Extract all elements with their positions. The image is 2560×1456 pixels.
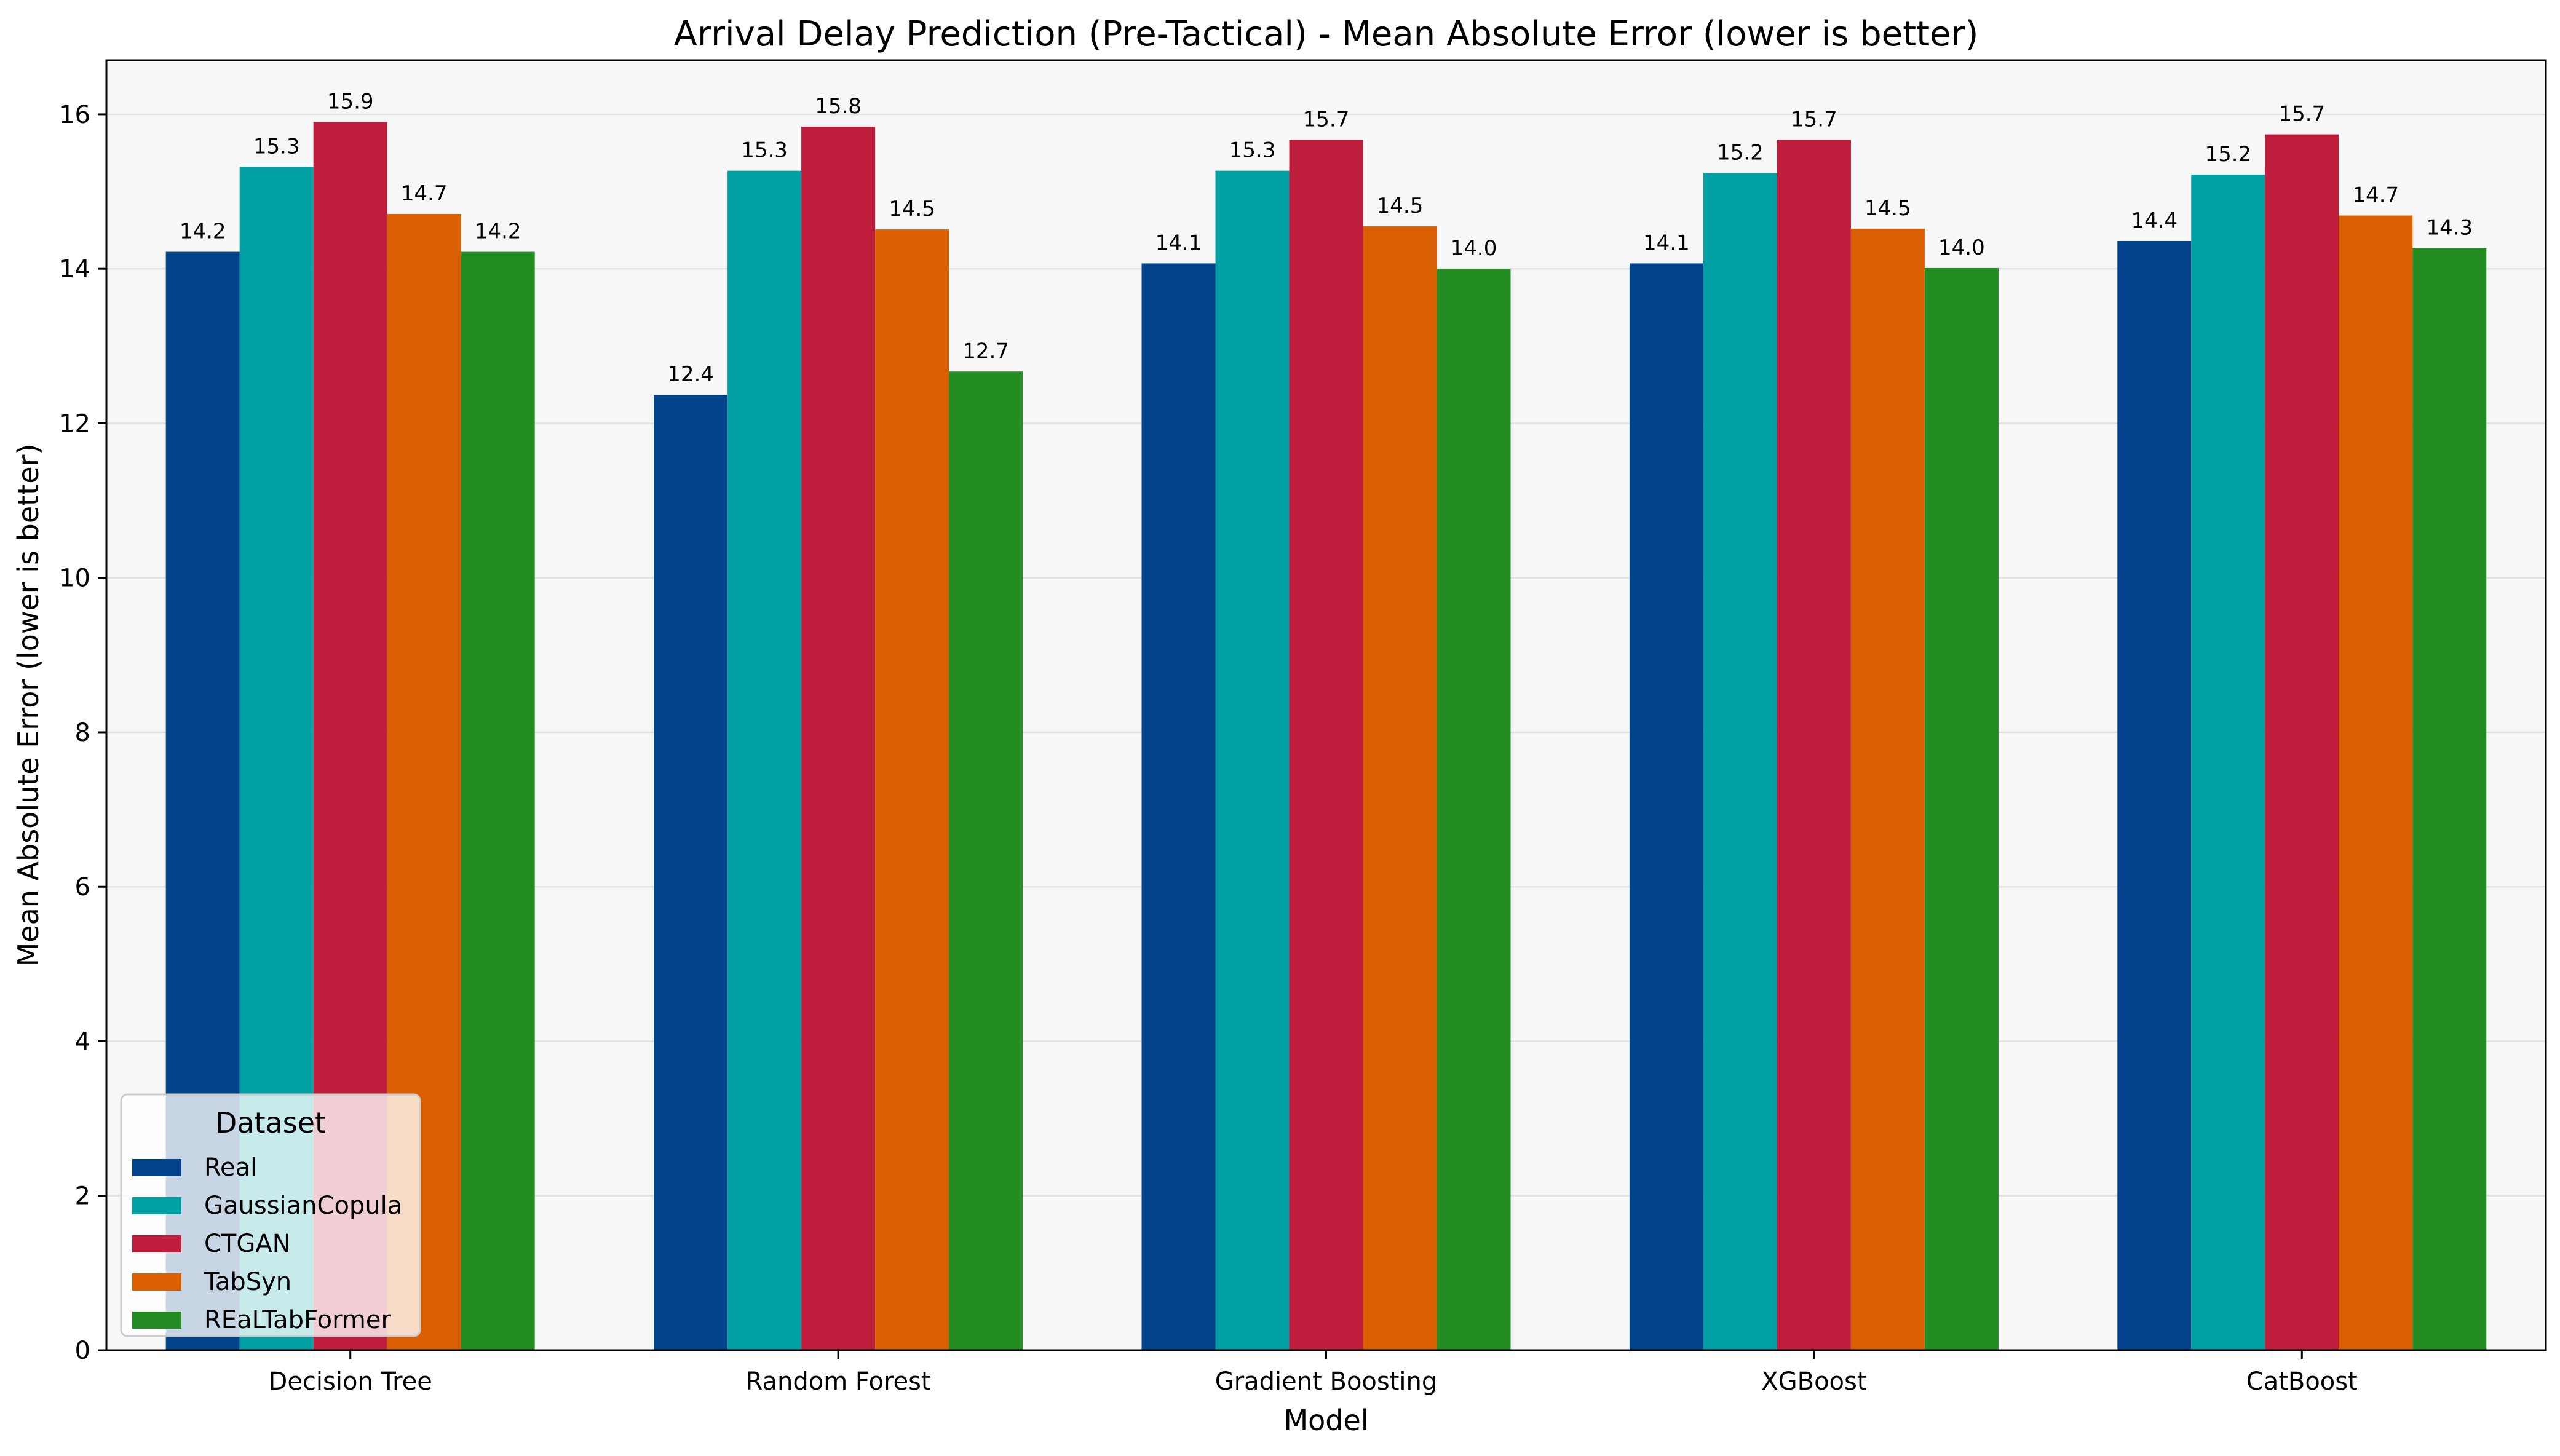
data-label: 14.7	[2352, 183, 2399, 208]
x-axis-label: Model	[1283, 1404, 1368, 1437]
legend-swatch-ctgan	[132, 1235, 181, 1252]
data-label: 15.7	[2278, 102, 2325, 127]
legend-title: Dataset	[215, 1106, 326, 1139]
legend: Dataset Real GaussianCopula CTGAN TabSyn REaL…	[120, 1093, 421, 1337]
data-label: 14.2	[475, 220, 521, 244]
x-tick-label: Decision Tree	[269, 1367, 432, 1396]
bar-gradient-boosting-ctgan	[1289, 140, 1363, 1351]
chart-title: Arrival Delay Prediction (Pre-Tactical) …	[674, 14, 1979, 54]
bar-random-forest-tabsyn	[875, 229, 949, 1350]
bar-random-forest-ctgan	[801, 127, 876, 1350]
data-label: 15.2	[1717, 140, 1764, 165]
bar-catboost-tabsyn	[2339, 215, 2413, 1350]
legend-swatch-gaussiancopula	[132, 1197, 181, 1214]
bar-random-forest-real	[654, 394, 728, 1351]
bar-random-forest-realtabformer	[949, 371, 1023, 1350]
legend-label: REaLTabFormer	[204, 1306, 391, 1334]
y-axis-label: Mean Absolute Error (lower is better)	[12, 444, 45, 967]
data-label: 12.4	[667, 362, 714, 387]
data-label: 14.3	[2426, 215, 2473, 240]
x-tick-label: CatBoost	[2246, 1367, 2358, 1396]
legend-label: CTGAN	[204, 1230, 291, 1258]
bar-gradient-boosting-gaussiancopula	[1215, 170, 1290, 1350]
data-label: 14.0	[1938, 235, 1985, 260]
data-labels: 14.2 15.3 15.9 14.7 14.2 12.4 15.3 15.8 14.5 12.7…	[180, 90, 2473, 387]
bar-decision-tree-realtabformer	[461, 251, 535, 1350]
data-label: 14.4	[2131, 208, 2178, 233]
data-label: 15.7	[1791, 107, 1837, 132]
data-label: 15.8	[815, 94, 862, 119]
x-tick-label: Gradient Boosting	[1215, 1367, 1438, 1396]
data-label: 14.2	[180, 220, 226, 244]
bar-gradient-boosting-real	[1141, 263, 1216, 1351]
y-tick-label: 4	[75, 1027, 90, 1056]
bars	[165, 122, 2487, 1351]
data-label: 14.5	[889, 197, 935, 221]
legend-swatch-real	[132, 1159, 181, 1176]
data-label: 14.5	[1865, 196, 1911, 221]
legend-label: GaussianCopula	[204, 1192, 402, 1220]
bar-xgboost-realtabformer	[1924, 267, 1999, 1351]
bar-gradient-boosting-tabsyn	[1363, 226, 1437, 1350]
legend-swatch-tabsyn	[132, 1273, 181, 1291]
bar-gradient-boosting-realtabformer	[1437, 269, 1511, 1350]
data-label: 14.7	[401, 181, 448, 206]
x-tick-label: XGBoost	[1761, 1367, 1866, 1396]
y-tick-label: 12	[59, 410, 90, 438]
legend-label: TabSyn	[204, 1268, 291, 1296]
legend-label: Real	[204, 1153, 257, 1182]
legend-box	[120, 1093, 421, 1337]
data-label: 14.1	[1155, 231, 1202, 255]
y-axis: 0 2 4 6 8 10 12 14 16	[59, 101, 106, 1365]
y-tick-label: 10	[59, 564, 90, 593]
bar-catboost-ctgan	[2265, 134, 2339, 1350]
data-label: 15.3	[741, 138, 788, 163]
x-axis: Decision Tree Random Forest Gradient Boost…	[269, 1350, 2358, 1396]
data-label: 14.1	[1643, 231, 1690, 255]
data-label: 12.7	[962, 339, 1009, 363]
data-label: 15.3	[1229, 138, 1276, 163]
data-label: 15.9	[327, 90, 374, 114]
data-label: 14.5	[1377, 194, 1424, 218]
y-tick-label: 6	[75, 873, 90, 901]
bar-catboost-gaussiancopula	[2191, 174, 2265, 1350]
bar-random-forest-gaussiancopula	[727, 170, 802, 1350]
data-label: 15.3	[253, 134, 300, 159]
y-tick-label: 0	[75, 1337, 90, 1365]
data-label: 15.2	[2205, 142, 2251, 167]
y-tick-label: 16	[59, 101, 90, 129]
y-tick-label: 2	[75, 1182, 90, 1211]
x-tick-label: Random Forest	[746, 1367, 931, 1396]
bar-catboost-realtabformer	[2412, 248, 2487, 1350]
bar-xgboost-tabsyn	[1850, 228, 1925, 1351]
bar-xgboost-gaussiancopula	[1703, 173, 1777, 1350]
y-tick-label: 8	[75, 719, 90, 747]
legend-swatch-realtabformer	[132, 1312, 181, 1329]
data-label: 15.7	[1303, 107, 1350, 132]
bar-xgboost-real	[1629, 263, 1703, 1351]
y-tick-label: 14	[59, 255, 90, 283]
bar-xgboost-ctgan	[1777, 140, 1851, 1351]
data-label: 14.0	[1451, 236, 1497, 261]
bar-catboost-real	[2117, 240, 2192, 1351]
